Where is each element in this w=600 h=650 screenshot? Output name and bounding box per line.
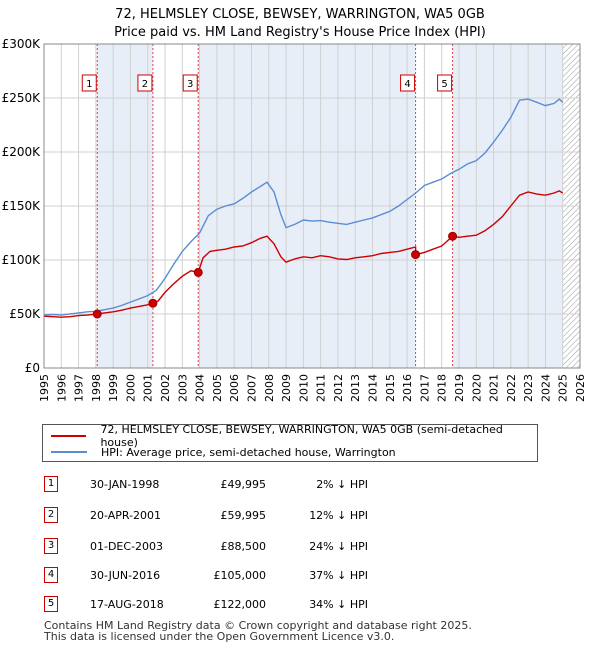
transaction-hpi-diff: 2% ↓ HPI — [316, 478, 368, 491]
transaction-number: 4 — [44, 567, 58, 583]
x-tick-label: 2012 — [332, 374, 345, 402]
x-tick-label: 2011 — [315, 374, 328, 402]
transaction-date: 20-APR-2001 — [90, 509, 162, 522]
footer: Contains HM Land Registry data © Crown c… — [44, 620, 472, 642]
sale-number-label: 1 — [86, 79, 92, 90]
x-tick-label: 2021 — [488, 374, 501, 402]
transaction-number: 1 — [44, 476, 58, 492]
hpi-line-swatch — [51, 451, 87, 453]
sale-point — [411, 250, 421, 260]
chart-subtitle: Price paid vs. HM Land Registry's House … — [114, 25, 486, 40]
sale-number-box — [437, 74, 453, 92]
transaction-hpi-diff: 34% ↓ HPI — [309, 598, 368, 611]
footer-licence: This data is licensed under the Open Gov… — [44, 630, 395, 643]
sale-number-box — [81, 74, 97, 92]
property-line-swatch — [51, 435, 87, 437]
y-tick-label: £100K — [2, 253, 42, 267]
x-tick-label: 2018 — [436, 374, 449, 402]
x-tick-label: 1996 — [55, 374, 68, 402]
transaction-price: £59,995 — [220, 509, 267, 522]
x-tick-label: 2024 — [539, 374, 552, 402]
x-tick-label: 2014 — [367, 374, 380, 402]
sale-number-label: 3 — [187, 79, 193, 90]
sale-number-box — [400, 74, 416, 92]
x-tick-label: 2015 — [384, 374, 397, 402]
sale-point — [92, 309, 102, 319]
y-tick-label: £150K — [2, 199, 42, 213]
transaction-price: £49,995 — [220, 478, 267, 491]
x-tick-label: 2016 — [401, 374, 414, 402]
y-tick-label: £250K — [2, 91, 42, 105]
transaction-price: £122,000 — [213, 598, 267, 611]
x-tick-label: 2004 — [194, 374, 207, 402]
x-tick-label: 2013 — [349, 374, 362, 402]
y-tick-label: £50K — [9, 307, 41, 321]
x-tick-label: 2020 — [470, 374, 483, 402]
sale-point — [148, 298, 158, 308]
x-tick-label: 1998 — [90, 374, 103, 402]
legend-item-hpi: HPI: Average price, semi-detached house,… — [51, 444, 396, 460]
x-tick-label: 2007 — [245, 374, 258, 402]
transaction-row: 3 01-DEC-2003 £88,500 24% ↓ HPI — [0, 538, 600, 556]
property-series-line — [43, 190, 564, 318]
transaction-price: £88,500 — [220, 540, 267, 553]
footer-copyright: Contains HM Land Registry data © Crown c… — [44, 619, 472, 632]
x-tick-label: 2009 — [280, 374, 293, 402]
x-tick-label: 2008 — [263, 374, 276, 402]
transaction-date: 17-AUG-2018 — [90, 598, 164, 611]
transaction-price: £105,000 — [213, 569, 267, 582]
y-tick-label: £300K — [2, 37, 42, 51]
y-tick-label: £0 — [25, 361, 40, 375]
legend-item-property: 72, HELMSLEY CLOSE, BEWSEY, WARRINGTON, … — [51, 423, 537, 449]
x-tick-label: 1999 — [107, 374, 120, 402]
x-tick-label: 2025 — [557, 374, 570, 402]
x-tick-label: 2001 — [142, 374, 155, 402]
x-tick-label: 2002 — [159, 374, 172, 402]
x-tick-label: 2006 — [228, 374, 241, 402]
x-tick-label: 2017 — [418, 374, 431, 402]
legend-property-label: 72, HELMSLEY CLOSE, BEWSEY, WARRINGTON, … — [100, 423, 503, 449]
chart-title: 72, HELMSLEY CLOSE, BEWSEY, WARRINGTON, … — [115, 7, 485, 22]
transaction-row: 5 17-AUG-2018 £122,000 34% ↓ HPI — [0, 596, 600, 614]
x-tick-label: 2005 — [211, 374, 224, 402]
sale-number-label: 4 — [404, 79, 410, 90]
x-tick-label: 2023 — [522, 374, 535, 402]
transaction-row: 1 30-JAN-1998 £49,995 2% ↓ HPI — [0, 476, 600, 494]
sale-point — [448, 231, 458, 241]
plot-border — [43, 43, 581, 369]
sale-number-label: 2 — [142, 79, 148, 90]
x-tick-label: 1995 — [38, 374, 51, 402]
price-chart: 1 2 3 4 5 £0 £50K £100K £150K £200K £250K £300K 199… — [2, 37, 587, 402]
x-tick-label: 1997 — [73, 374, 86, 402]
transaction-date: 30-JAN-1998 — [90, 478, 160, 491]
transaction-date: 30-JUN-2016 — [90, 569, 161, 582]
transaction-hpi-diff: 12% ↓ HPI — [309, 509, 368, 522]
transaction-number: 5 — [44, 596, 58, 612]
transaction-hpi-diff: 37% ↓ HPI — [309, 569, 368, 582]
legend-hpi-label: HPI: Average price, semi-detached house,… — [101, 445, 396, 459]
legend: 72, HELMSLEY CLOSE, BEWSEY, WARRINGTON, … — [42, 423, 538, 462]
transaction-number: 2 — [44, 507, 58, 523]
sale-number-box — [137, 74, 153, 92]
sale-point — [193, 267, 203, 277]
transaction-hpi-diff: 24% ↓ HPI — [309, 540, 368, 553]
hpi-series-line — [43, 98, 564, 316]
x-tick-label: 2010 — [297, 374, 310, 402]
transaction-row: 2 20-APR-2001 £59,995 12% ↓ HPI — [0, 507, 600, 525]
y-tick-label: £200K — [2, 145, 42, 159]
sale-number-label: 5 — [441, 79, 447, 90]
transaction-date: 01-DEC-2003 — [90, 540, 164, 553]
sale-number-box — [182, 74, 198, 92]
x-tick-label: 2019 — [453, 374, 466, 402]
transaction-row: 4 30-JUN-2016 £105,000 37% ↓ HPI — [0, 567, 600, 585]
transaction-number: 3 — [44, 538, 58, 554]
x-tick-label: 2000 — [124, 374, 137, 402]
x-tick-label: 2026 — [574, 374, 587, 402]
x-tick-label: 2003 — [176, 374, 189, 402]
x-tick-label: 2022 — [505, 374, 518, 402]
